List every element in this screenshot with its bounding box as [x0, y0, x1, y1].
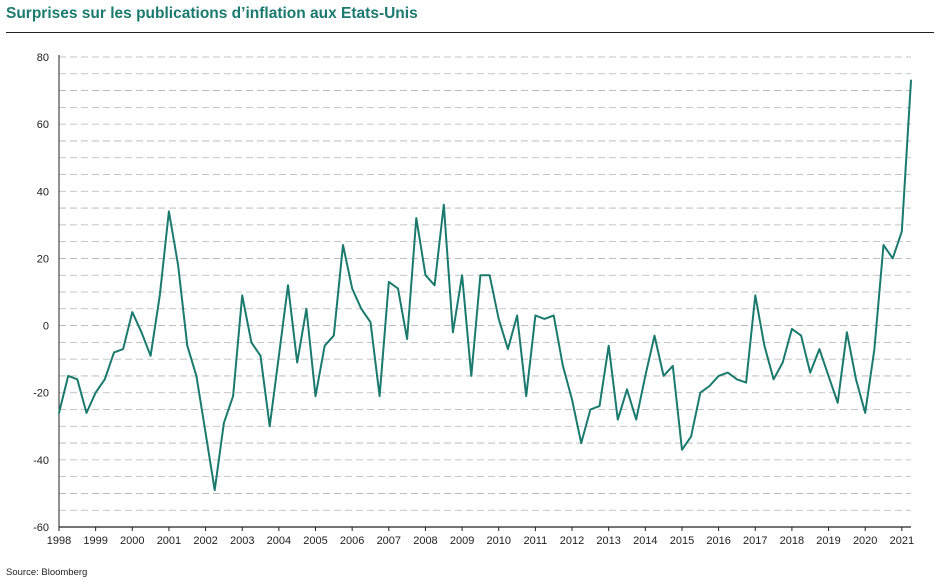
y-axis: 80 60 40 20 0 -20 -40 -60 [33, 52, 60, 534]
y-tick-label: -20 [33, 388, 49, 400]
x-tick-label: 2001 [157, 535, 181, 547]
y-tick-label: 60 [37, 119, 49, 131]
source-note: Source: Bloomberg [6, 567, 88, 578]
x-tick-label: 2005 [303, 535, 327, 547]
x-tick-label: 1999 [83, 535, 107, 547]
x-tick-label: 2012 [560, 535, 584, 547]
y-tick-label: -40 [33, 455, 49, 467]
title-rule [6, 32, 934, 33]
x-tick-label: 2008 [413, 535, 437, 547]
y-tick-label: 0 [43, 321, 49, 333]
y-tick-label: -60 [33, 522, 49, 534]
y-tick-label: 40 [37, 186, 49, 198]
x-tick-label: 2018 [780, 535, 804, 547]
x-tick-label: 2013 [596, 535, 620, 547]
y-tick-label: 80 [37, 52, 49, 64]
x-axis: 1998 1999 2000 2001 2002 2003 2004 2005 2006 2007… [47, 526, 914, 547]
y-tick-label: 20 [37, 253, 49, 265]
x-tick-label: 2019 [816, 535, 840, 547]
data-series [58, 79, 912, 492]
x-tick-label: 2006 [340, 535, 364, 547]
x-tick-label: 2021 [890, 535, 914, 547]
x-tick-label: 2003 [230, 535, 254, 547]
chart-title: Surprises sur les publications d’inflati… [6, 5, 418, 22]
x-tick-label: 2011 [524, 535, 548, 547]
x-tick-label: 1998 [47, 535, 71, 547]
gridlines [59, 56, 911, 511]
x-tick-label: 2015 [670, 535, 694, 547]
x-tick-label: 2010 [486, 535, 510, 547]
x-tick-label: 2007 [377, 535, 401, 547]
x-tick-label: 2002 [193, 535, 217, 547]
x-tick-label: 2016 [706, 535, 730, 547]
x-tick-label: 2020 [853, 535, 877, 547]
x-tick-label: 2014 [633, 535, 657, 547]
x-tick-label: 2000 [120, 535, 144, 547]
x-tick-label: 2009 [450, 535, 474, 547]
x-tick-label: 2017 [743, 535, 767, 547]
line-chart: 80 60 40 20 0 -20 -40 -60 1998 1999 2000 2001 2002 2… [33, 52, 914, 547]
series-line [58, 79, 912, 492]
x-tick-label: 2004 [267, 535, 291, 547]
